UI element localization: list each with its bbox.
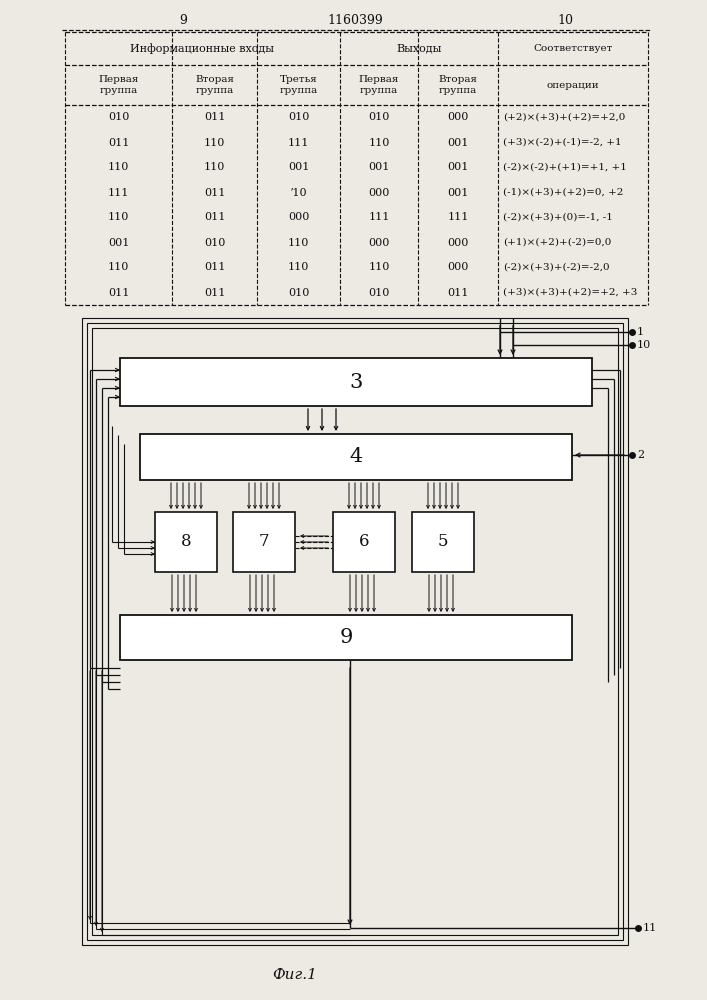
Bar <box>120 358 592 406</box>
Text: 9: 9 <box>179 13 187 26</box>
Text: Первая
группа: Первая группа <box>359 75 399 95</box>
Text: 111: 111 <box>107 188 129 198</box>
Text: 110: 110 <box>204 162 226 172</box>
Bar <box>87 323 623 940</box>
Text: 7: 7 <box>259 534 269 550</box>
Text: 000: 000 <box>368 188 390 198</box>
Text: ʼ10: ʼ10 <box>290 188 308 198</box>
Bar <box>82 318 628 945</box>
Text: 9: 9 <box>339 628 353 647</box>
Bar <box>333 512 395 572</box>
Text: 110: 110 <box>107 162 129 172</box>
Text: 111: 111 <box>448 213 469 223</box>
Text: (+1)×(+2)+(-2)=0,0: (+1)×(+2)+(-2)=0,0 <box>503 238 612 247</box>
Bar <box>233 512 295 572</box>
Text: 110: 110 <box>368 137 390 147</box>
Text: (-2)×(+3)+(-2)=-2,0: (-2)×(+3)+(-2)=-2,0 <box>503 263 609 272</box>
Text: Вторая
группа: Вторая группа <box>438 75 477 95</box>
Text: 2: 2 <box>637 450 644 460</box>
Text: 110: 110 <box>107 213 129 223</box>
Bar <box>155 512 217 572</box>
Text: 001: 001 <box>368 162 390 172</box>
Text: 110: 110 <box>368 262 390 272</box>
Text: 011: 011 <box>448 288 469 298</box>
Text: 10: 10 <box>557 13 573 26</box>
Text: 011: 011 <box>107 137 129 147</box>
Text: 011: 011 <box>204 288 226 298</box>
Bar <box>92 328 618 935</box>
Text: Первая
группа: Первая группа <box>98 75 139 95</box>
Text: 011: 011 <box>204 188 226 198</box>
Text: (-2)×(+3)+(0)=-1, -1: (-2)×(+3)+(0)=-1, -1 <box>503 213 613 222</box>
Text: 001: 001 <box>448 137 469 147</box>
Text: 110: 110 <box>107 262 129 272</box>
Text: 001: 001 <box>448 188 469 198</box>
Text: 000: 000 <box>448 112 469 122</box>
Text: Третья
группа: Третья группа <box>279 75 317 95</box>
Text: 110: 110 <box>204 137 226 147</box>
Text: 011: 011 <box>107 288 129 298</box>
Text: 110: 110 <box>288 262 309 272</box>
Text: 111: 111 <box>288 137 309 147</box>
Text: 010: 010 <box>288 112 309 122</box>
Text: 001: 001 <box>107 237 129 247</box>
Text: 1160399: 1160399 <box>327 13 383 26</box>
Bar <box>120 615 572 660</box>
Text: 110: 110 <box>288 237 309 247</box>
Bar <box>140 434 572 480</box>
Text: 011: 011 <box>204 112 226 122</box>
Text: 011: 011 <box>204 262 226 272</box>
Text: Соответствует: Соответствует <box>533 44 613 53</box>
Text: 111: 111 <box>368 213 390 223</box>
Text: 010: 010 <box>368 112 390 122</box>
Text: 000: 000 <box>368 237 390 247</box>
Text: 4: 4 <box>349 448 363 466</box>
Text: 1: 1 <box>637 327 644 337</box>
Text: (-2)×(-2)+(+1)=+1, +1: (-2)×(-2)+(+1)=+1, +1 <box>503 163 627 172</box>
Text: 010: 010 <box>204 237 226 247</box>
Text: (+3)×(+3)+(+2)=+2, +3: (+3)×(+3)+(+2)=+2, +3 <box>503 288 638 297</box>
Text: Выходы: Выходы <box>397 43 442 53</box>
Text: Фиг.1: Фиг.1 <box>273 968 317 982</box>
Text: 001: 001 <box>448 162 469 172</box>
Text: 6: 6 <box>358 534 369 550</box>
Text: операции: операции <box>547 81 600 90</box>
Text: 000: 000 <box>448 237 469 247</box>
Text: (+2)×(+3)+(+2)=+2,0: (+2)×(+3)+(+2)=+2,0 <box>503 113 626 122</box>
Text: 011: 011 <box>204 213 226 223</box>
Text: Информационные входы: Информационные входы <box>131 43 274 54</box>
Text: 11: 11 <box>643 923 658 933</box>
Text: Вторая
группа: Вторая группа <box>195 75 234 95</box>
Text: 001: 001 <box>288 162 309 172</box>
Text: 5: 5 <box>438 534 448 550</box>
Text: 000: 000 <box>448 262 469 272</box>
Text: 000: 000 <box>288 213 309 223</box>
Text: 010: 010 <box>288 288 309 298</box>
Text: 010: 010 <box>107 112 129 122</box>
Text: (-1)×(+3)+(+2)=0, +2: (-1)×(+3)+(+2)=0, +2 <box>503 188 624 197</box>
Text: 8: 8 <box>181 534 192 550</box>
Bar <box>412 512 474 572</box>
Text: 3: 3 <box>349 372 363 391</box>
Text: 10: 10 <box>637 340 651 350</box>
Text: (+3)×(-2)+(-1)=-2, +1: (+3)×(-2)+(-1)=-2, +1 <box>503 138 621 147</box>
Text: 010: 010 <box>368 288 390 298</box>
